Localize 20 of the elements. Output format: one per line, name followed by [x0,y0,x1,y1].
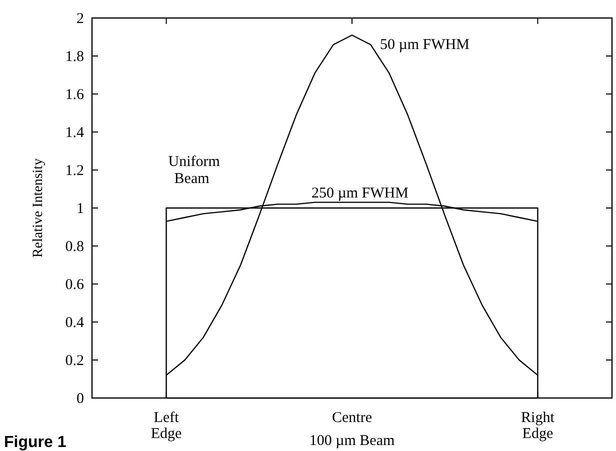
y-tick-label: 0.8 [65,239,84,255]
x-axis-title: 100 µm Beam [309,433,395,449]
x-tick-label: Centre [332,410,372,426]
y-tick-label: 2 [76,11,84,27]
y-tick-label: 1 [76,201,84,217]
series-label: 50 µm FWHM [380,37,470,54]
y-tick-label: 1.2 [65,163,84,179]
x-tick-label: Left Edge [150,410,182,442]
y-tick-label: 1.6 [65,87,84,103]
caption: Figure 1 [4,434,66,451]
y-axis-title: Relative Intensity [31,158,46,258]
series-label: 250 µm FWHM [312,185,408,202]
y-tick-label: 0 [76,391,84,407]
y-tick-label: 1.4 [65,125,84,141]
y-tick-label: 0.6 [65,277,84,293]
x-tick-label: Right Edge [521,410,556,442]
y-tick-label: 1.8 [65,49,84,65]
y-tick-label: 0.2 [65,353,84,369]
y-tick-label: 0.4 [65,315,84,331]
series-label: Uniform Beam [168,154,220,187]
